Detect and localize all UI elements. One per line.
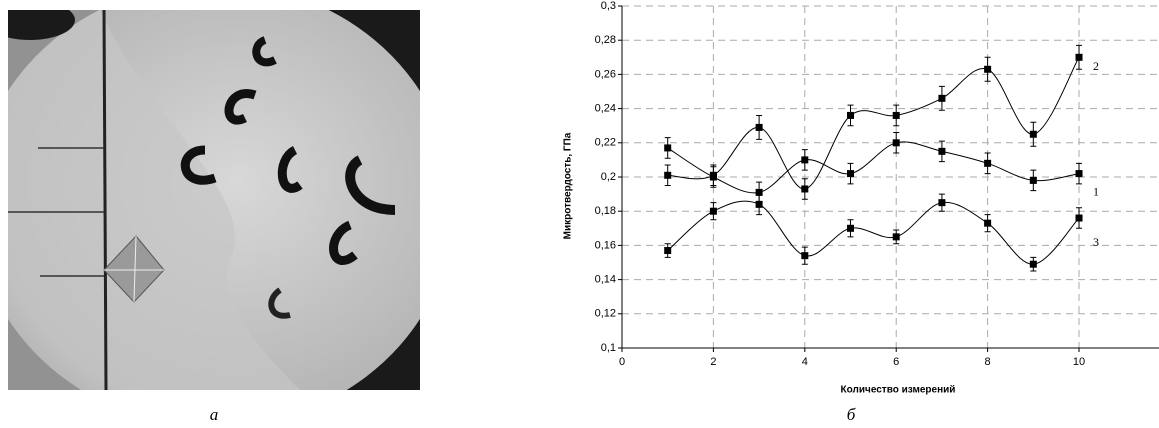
series-label: 1: [1093, 184, 1099, 198]
x-tick-label: 4: [802, 356, 808, 368]
marker: [801, 156, 809, 164]
series-label: 3: [1093, 235, 1099, 249]
marker: [664, 144, 672, 152]
marker: [1029, 260, 1037, 268]
marker: [664, 247, 672, 255]
marker: [664, 171, 672, 179]
marker: [1075, 53, 1083, 61]
micrograph: [8, 10, 420, 390]
y-tick-label: 0,14: [595, 274, 616, 286]
series-line: [667, 200, 1080, 265]
series-line: [667, 57, 1080, 190]
marker: [847, 224, 855, 232]
marker: [1075, 170, 1083, 178]
marker: [984, 65, 992, 73]
marker: [709, 171, 717, 179]
x-tick-label: 0: [619, 356, 625, 368]
marker: [755, 123, 763, 131]
marker: [938, 199, 946, 207]
caption: б: [847, 405, 856, 424]
x-tick-label: 10: [1073, 356, 1085, 368]
marker: [892, 139, 900, 147]
marker: [938, 94, 946, 102]
y-axis-title: Микротвердость, ГПа: [563, 132, 574, 239]
series-label: 2: [1093, 59, 1099, 73]
y-tick-label: 0,16: [595, 239, 616, 251]
marker: [847, 111, 855, 119]
y-tick-label: 0,12: [595, 308, 616, 320]
y-tick-label: 0,28: [595, 34, 616, 46]
x-tick-label: 2: [710, 356, 716, 368]
series-line: [667, 141, 1080, 194]
marker: [984, 159, 992, 167]
marker: [801, 185, 809, 193]
marker: [847, 170, 855, 178]
marker: [755, 188, 763, 196]
y-tick-label: 0,2: [601, 171, 616, 183]
x-axis-title: Количество измерений: [841, 385, 956, 396]
marker: [1029, 176, 1037, 184]
marker: [801, 252, 809, 260]
caption: а: [210, 405, 219, 424]
marker: [984, 219, 992, 227]
marker: [709, 207, 717, 215]
marker: [892, 111, 900, 119]
y-tick-label: 0,26: [595, 68, 616, 80]
marker: [1029, 130, 1037, 138]
y-tick-label: 0,3: [601, 0, 616, 12]
marker: [755, 200, 763, 208]
x-tick-label: 8: [985, 356, 991, 368]
marker: [1075, 214, 1083, 222]
marker: [892, 233, 900, 241]
y-tick-label: 0,18: [595, 205, 616, 217]
y-tick-label: 0,1: [601, 342, 616, 354]
x-tick-label: 6: [893, 356, 899, 368]
y-tick-label: 0,22: [595, 137, 616, 149]
marker: [938, 147, 946, 155]
y-tick-label: 0,24: [595, 103, 616, 115]
